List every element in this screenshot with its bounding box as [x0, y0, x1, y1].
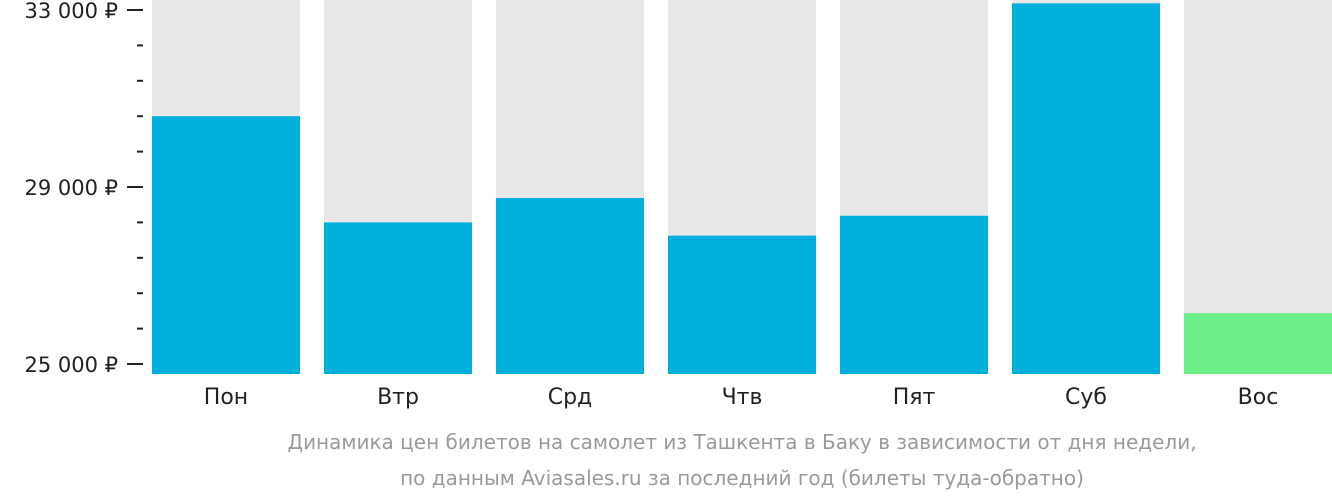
bar-columns [152, 0, 1332, 375]
bar-5 [1012, 3, 1160, 375]
bar-1 [324, 222, 472, 374]
chart-caption-line-2: по данным Aviasales.ru за последний год … [400, 466, 1084, 490]
price-by-weekday-chart: 33 000 ₽ 29 000 ₽ 25 000 ₽ Пон Втр Срд Чтв Пят… [24, 0, 1332, 410]
bar-6 [1184, 313, 1332, 374]
x-tick-label-6: Вос [1238, 385, 1279, 410]
y-tick-label-2: 25 000 ₽ [24, 353, 118, 377]
bar-4 [840, 215, 988, 374]
bar-background-6 [1184, 0, 1332, 374]
x-tick-label-2: Срд [548, 385, 593, 410]
x-axis: Пон Втр Срд Чтв Пят Суб Вос [204, 385, 1279, 410]
x-tick-label-0: Пон [204, 385, 248, 410]
x-tick-label-3: Чтв [722, 385, 763, 410]
x-tick-label-1: Втр [377, 385, 419, 410]
chart-caption-line-1: Динамика цен билетов на самолет из Ташке… [287, 430, 1197, 454]
bar-3 [668, 235, 816, 374]
bar-2 [496, 198, 644, 374]
y-tick-label-1: 29 000 ₽ [24, 176, 118, 200]
y-tick-label-0: 33 000 ₽ [24, 0, 118, 23]
x-tick-label-4: Пят [893, 385, 936, 410]
y-axis: 33 000 ₽ 29 000 ₽ 25 000 ₽ [24, 0, 143, 377]
x-tick-label-5: Суб [1065, 385, 1107, 410]
bar-0 [152, 116, 300, 374]
